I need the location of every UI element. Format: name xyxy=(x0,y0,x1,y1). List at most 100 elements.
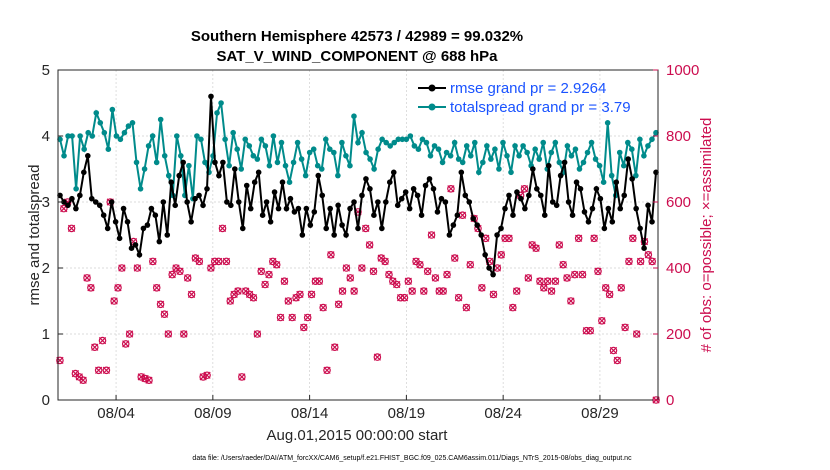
obs-possible-marker xyxy=(532,244,540,253)
spread-point xyxy=(322,136,329,143)
obs-possible-marker xyxy=(447,185,455,193)
rmse-point xyxy=(184,199,190,205)
obs-point xyxy=(524,274,533,282)
obs-point xyxy=(300,323,308,332)
obs-point xyxy=(555,241,564,249)
obs-possible-marker xyxy=(613,356,622,365)
rmse-point xyxy=(85,153,91,159)
rmse-point xyxy=(383,199,389,205)
obs-assimilated-marker xyxy=(238,373,246,381)
x-tick-label: 08/09 xyxy=(194,405,232,422)
obs-assimilated-marker xyxy=(644,251,652,259)
obs-point xyxy=(207,264,215,272)
spread-point xyxy=(439,159,446,166)
spread-point xyxy=(629,146,635,152)
rmse-point xyxy=(474,222,481,228)
rmse-point xyxy=(216,172,222,179)
spread-point xyxy=(508,169,514,176)
spread-point xyxy=(149,133,156,139)
obs-assimilated-marker xyxy=(87,284,95,292)
spread-point xyxy=(496,166,502,172)
obs-assimilated-marker xyxy=(95,366,103,374)
rmse-point xyxy=(557,172,564,179)
obs-assimilated-marker xyxy=(532,244,540,252)
obs-assimilated-marker xyxy=(602,284,610,292)
spread-point xyxy=(294,139,301,146)
obs-assimilated-marker xyxy=(369,267,378,275)
obs-assimilated-marker xyxy=(427,231,436,239)
obs-point xyxy=(257,267,266,276)
obs-possible-marker xyxy=(427,231,436,239)
obs-assimilated-marker xyxy=(455,294,463,302)
obs-possible-marker xyxy=(543,277,552,286)
obs-possible-marker xyxy=(416,260,424,269)
spread-point xyxy=(492,146,498,152)
obs-possible-marker xyxy=(199,373,207,381)
obs-point xyxy=(570,270,579,279)
obs-possible-marker xyxy=(118,264,126,272)
obs-assimilated-marker xyxy=(420,287,428,295)
obs-possible-marker xyxy=(121,340,130,348)
obs-point xyxy=(214,257,223,266)
spread-point xyxy=(327,146,333,152)
rmse-point xyxy=(235,199,242,205)
obs-point xyxy=(288,313,296,322)
spread-point xyxy=(306,149,313,156)
obs-assimilated-marker xyxy=(226,297,234,305)
rmse-point xyxy=(398,195,405,202)
obs-point xyxy=(284,297,293,305)
x-tick-label: 08/24 xyxy=(484,405,522,422)
obs-possible-marker xyxy=(265,270,273,279)
obs-point xyxy=(567,297,575,305)
spread-point xyxy=(467,153,474,159)
spread-point xyxy=(463,143,470,149)
obs-point xyxy=(540,283,548,292)
rmse-point xyxy=(561,159,568,166)
obs-point xyxy=(536,277,544,286)
obs-point xyxy=(404,277,413,286)
x-tick-label: 08/04 xyxy=(97,405,135,422)
obs-point xyxy=(342,264,351,272)
obs-assimilated-marker xyxy=(648,257,656,266)
obs-point xyxy=(423,267,432,276)
obs-assimilated-marker xyxy=(253,330,261,338)
rmse-point xyxy=(208,93,214,100)
obs-point xyxy=(358,264,366,272)
obs-assimilated-marker xyxy=(323,366,331,374)
obs-assimilated-marker xyxy=(199,373,207,381)
obs-possible-marker xyxy=(156,300,165,309)
obs-possible-marker xyxy=(187,290,196,299)
obs-point xyxy=(547,287,556,295)
obs-point xyxy=(315,277,324,286)
obs-point xyxy=(605,290,614,299)
obs-point xyxy=(67,224,76,233)
rmse-point xyxy=(200,202,206,209)
obs-assimilated-marker xyxy=(315,277,323,285)
obs-point xyxy=(90,343,99,352)
obs-assimilated-marker xyxy=(555,241,563,249)
spread-point xyxy=(230,129,236,136)
obs-point xyxy=(443,270,451,279)
obs-assimilated-marker xyxy=(79,376,87,384)
obs-possible-marker xyxy=(319,303,327,312)
obs-possible-marker xyxy=(443,270,451,279)
obs-assimilated-marker xyxy=(149,257,157,266)
obs-assimilated-marker xyxy=(373,353,381,361)
spread-point xyxy=(194,133,200,139)
spread-point xyxy=(431,143,438,149)
spread-point xyxy=(133,159,140,166)
obs-possible-marker xyxy=(234,287,242,295)
obs-assimilated-marker xyxy=(493,264,501,272)
spread-point xyxy=(109,106,116,113)
rmse-point xyxy=(220,159,226,166)
spread-point xyxy=(451,139,458,146)
obs-point xyxy=(625,257,633,266)
obs-point xyxy=(168,270,176,279)
obs-point xyxy=(629,234,637,243)
spread-point xyxy=(97,120,104,126)
obs-assimilated-marker xyxy=(187,290,196,299)
rmse-point xyxy=(243,182,250,189)
obs-possible-marker xyxy=(222,257,231,266)
obs-assimilated-marker xyxy=(67,224,76,233)
